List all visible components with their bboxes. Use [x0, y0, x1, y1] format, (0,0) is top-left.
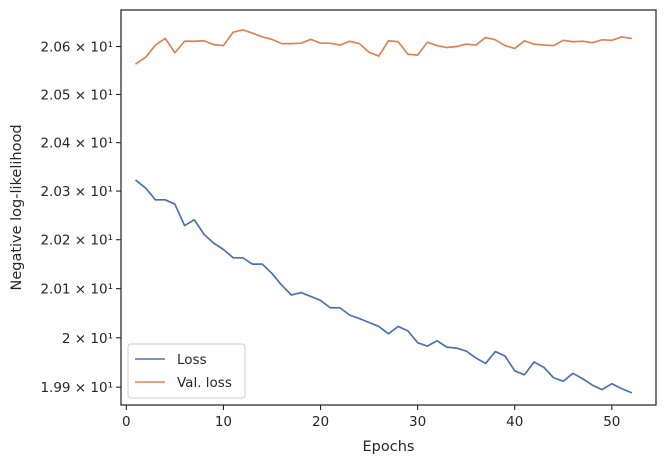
x-tick-label: 40	[506, 414, 523, 430]
plot-area	[121, 10, 656, 405]
legend-frame	[127, 343, 246, 399]
y-tick-label: 2.04 × 10¹	[40, 136, 113, 152]
x-axis-title: Epochs	[363, 439, 415, 455]
legend-label-loss: Loss	[177, 352, 207, 368]
y-tick-label: 2 × 10¹	[62, 331, 113, 347]
x-tick-label: 10	[215, 414, 232, 430]
x-tick-label: 20	[312, 414, 329, 430]
plot-frame	[120, 9, 657, 406]
y-axis-ticks: 1.99 × 10¹ 2 × 10¹ 2.01 × 10¹ 2.02 × 10¹ 2.0…	[40, 40, 121, 396]
legend: Loss Val. loss	[127, 343, 246, 399]
y-tick-label: 2.01 × 10¹	[40, 282, 113, 298]
y-tick-label: 2.03 × 10¹	[40, 184, 113, 200]
x-tick-label: 0	[122, 414, 131, 430]
series-line-loss	[135, 179, 633, 394]
x-axis-ticks: 0 10 20 30 40 50	[122, 405, 620, 430]
x-tick-label: 30	[409, 414, 426, 430]
y-axis-title: Negative log-likelihood	[9, 124, 25, 290]
series-line-val-loss	[135, 28, 633, 65]
legend-label-val-loss: Val. loss	[177, 375, 232, 391]
series-layer	[135, 28, 633, 394]
x-tick-label: 50	[603, 414, 620, 430]
y-tick-label: 2.06 × 10¹	[40, 40, 113, 56]
y-tick-label: 2.02 × 10¹	[40, 233, 113, 249]
y-tick-label: 2.05 × 10¹	[40, 87, 113, 103]
y-tick-label: 1.99 × 10¹	[40, 380, 113, 396]
